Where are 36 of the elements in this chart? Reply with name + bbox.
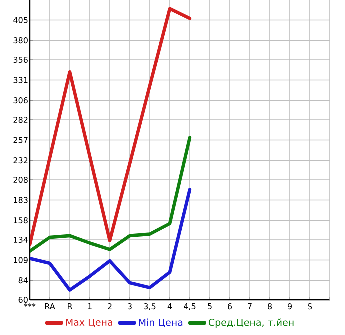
legend-label: Min Цена bbox=[139, 318, 183, 328]
y-tick-label: 306 bbox=[14, 98, 28, 104]
y-tick-label: 356 bbox=[14, 56, 28, 64]
x-tick-label: 5 bbox=[208, 304, 212, 310]
legend-label: Сред.Цена, т.йен bbox=[208, 318, 294, 328]
y-tick-label: 158 bbox=[14, 218, 28, 224]
x-tick-label: RA bbox=[45, 304, 56, 310]
legend-label: Max Цена bbox=[66, 318, 112, 328]
x-tick-label: *** bbox=[24, 304, 36, 308]
y-tick-label: 60 bbox=[18, 296, 28, 304]
x-tick-label: 1 bbox=[88, 304, 92, 310]
y-tick-label: 84 bbox=[18, 278, 28, 284]
line-series bbox=[30, 188, 192, 292]
y-tick-label: 183 bbox=[14, 197, 28, 204]
x-tick-label: S bbox=[308, 304, 312, 310]
y-tick-label: 134 bbox=[14, 236, 28, 244]
y-tick-label: 405 bbox=[14, 17, 28, 24]
x-tick-label: 8 bbox=[268, 304, 272, 310]
x-tick-label: 4 bbox=[168, 304, 172, 310]
y-tick-label: 257 bbox=[14, 137, 28, 144]
x-tick-label: 3,5 bbox=[144, 304, 156, 310]
x-tick-label: 4,5 bbox=[184, 304, 196, 310]
y-tick-label: 380 bbox=[14, 38, 28, 44]
y-tick-label: 282 bbox=[14, 116, 28, 124]
x-tick-label: 9 bbox=[288, 304, 292, 310]
x-tick-label: 7 bbox=[248, 304, 252, 310]
y-tick-label: 208 bbox=[14, 176, 28, 184]
y-tick-label: 232 bbox=[14, 158, 28, 164]
y-tick-label: 109 bbox=[14, 257, 28, 264]
x-tick-label: 3 bbox=[128, 304, 132, 310]
y-tick-label: 331 bbox=[14, 77, 28, 84]
x-tick-label: R bbox=[68, 304, 73, 310]
line-series bbox=[30, 7, 192, 247]
line-series bbox=[30, 136, 192, 253]
x-tick-label: 2 bbox=[108, 304, 112, 310]
x-tick-label: 6 bbox=[228, 304, 232, 310]
